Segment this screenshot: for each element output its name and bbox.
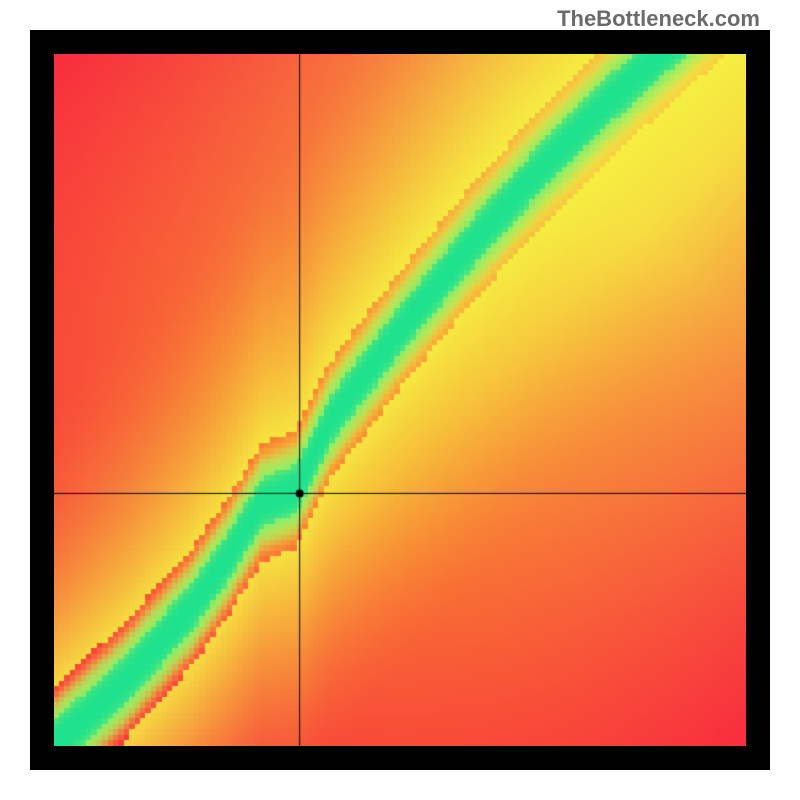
watermark-text: TheBottleneck.com xyxy=(557,6,760,32)
heatmap-canvas xyxy=(54,54,746,746)
chart-frame xyxy=(30,30,770,770)
